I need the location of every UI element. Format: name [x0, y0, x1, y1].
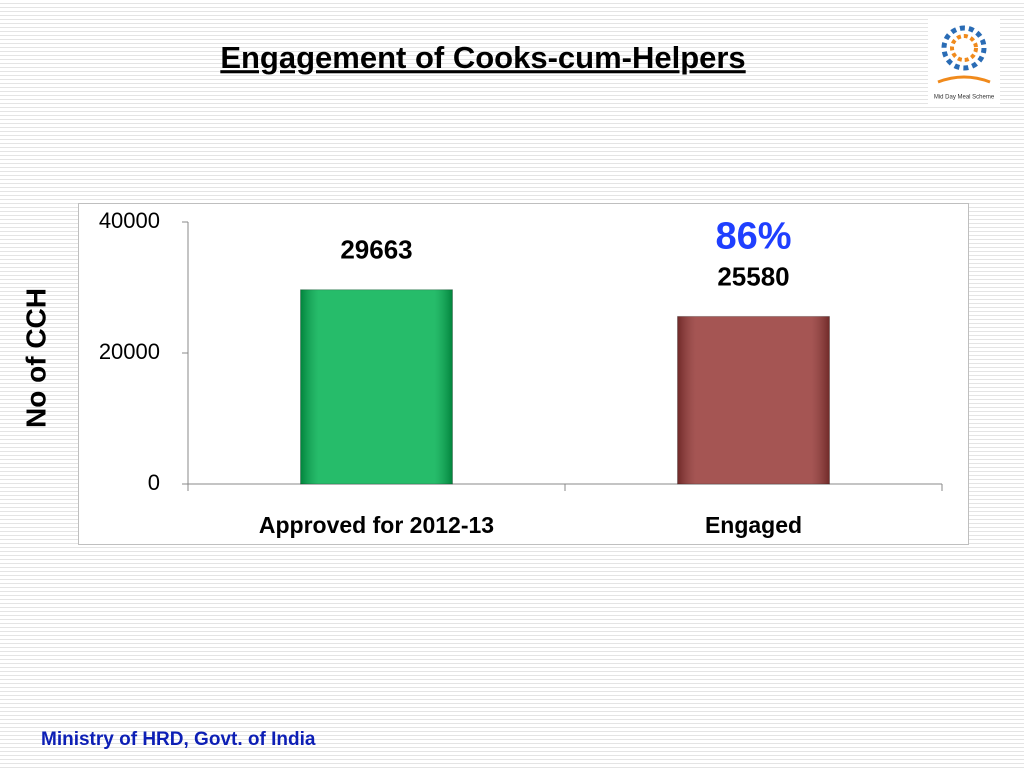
x-tick-label: Engaged: [705, 512, 802, 538]
logo: Mid Day Meal Scheme: [928, 18, 1000, 104]
logo-inner-ring: [950, 34, 978, 62]
logo-ring: [941, 25, 987, 71]
chart-frame: [78, 203, 969, 545]
y-tick-label: 20000: [99, 339, 160, 364]
logo-book: [937, 75, 991, 84]
logo-background: [928, 18, 1000, 104]
x-tick-label: Approved for 2012-13: [259, 512, 494, 538]
y-tick-label: 40000: [99, 208, 160, 233]
y-tick-label: 0: [148, 470, 160, 495]
slide-title: Engagement of Cooks-cum-Helpers: [220, 40, 745, 75]
bar-shade: [677, 316, 830, 484]
footer: Ministry of HRD, Govt. of India: [41, 729, 316, 750]
data-label: 29663: [340, 235, 412, 265]
logo-text: Mid Day Meal Scheme: [934, 95, 995, 101]
annotation: 86%: [715, 215, 791, 257]
data-label: 25580: [717, 261, 789, 291]
bar-shade: [300, 289, 453, 484]
y-axis-label: No of CCH: [20, 288, 51, 428]
